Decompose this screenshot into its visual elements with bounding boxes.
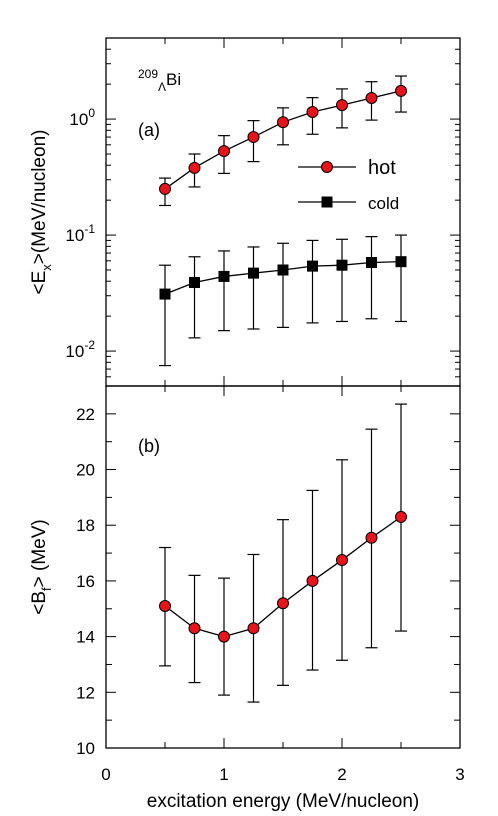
- cold-point: [248, 267, 259, 279]
- bf-point: [159, 599, 171, 612]
- cold-point: [366, 257, 377, 269]
- x-axis-title: excitation energy (MeV/nucleon): [147, 791, 419, 812]
- y-tick-label-b: 16: [76, 572, 95, 591]
- legend: hot cold: [298, 157, 399, 213]
- y-tick-label-b: 10: [76, 739, 95, 758]
- cold-point: [336, 259, 348, 271]
- x-tick-label: 0: [101, 765, 110, 784]
- hot-point: [188, 161, 201, 174]
- y-tick-label-b: 22: [76, 405, 95, 424]
- y-tick-label-a: 10-2: [65, 338, 95, 361]
- y-tick-label-b: 20: [76, 461, 95, 480]
- x-tick-label: 1: [219, 765, 228, 784]
- bf-point: [365, 531, 378, 544]
- y-tick-label-a: 10-1: [65, 222, 95, 245]
- legend-marker: [321, 196, 333, 208]
- y-tick-label-b: 18: [76, 516, 95, 535]
- y-tick-label-b: 14: [76, 628, 95, 647]
- panel-a-ylabel: <Ex>(MeV/nucleon): [29, 130, 54, 295]
- cold-point: [395, 256, 407, 268]
- bf-point: [306, 574, 319, 587]
- cold-point: [189, 277, 200, 289]
- x-tick-label: 2: [337, 765, 346, 784]
- bf-point: [395, 510, 407, 523]
- hot-point: [365, 91, 378, 104]
- bf-point: [247, 622, 260, 635]
- nucleus-label: 209ΛBi: [138, 67, 181, 94]
- cold-point: [307, 260, 318, 272]
- bf-point: [277, 597, 289, 610]
- legend-item-hot: hot: [298, 157, 396, 179]
- panel-b-series: [159, 403, 407, 703]
- bf-series: [159, 403, 407, 703]
- hot-point: [218, 145, 230, 158]
- bf-point: [336, 554, 348, 567]
- hot-point: [395, 84, 407, 97]
- y-tick-label-b: 12: [76, 683, 95, 702]
- cold-point: [218, 270, 230, 282]
- hyperon-symbol: Λ: [158, 80, 166, 94]
- hot-series: [159, 75, 407, 207]
- panel-b-label: (b): [138, 436, 160, 456]
- panel-a-label: (a): [138, 120, 160, 140]
- hot-point: [306, 106, 319, 119]
- element-symbol: Bi: [166, 70, 181, 89]
- panel-a: 100 10-1 10-2 hot cold 209ΛBi (a) <Ex>(MeV/…: [29, 37, 461, 387]
- legend-label: cold: [368, 194, 399, 213]
- hot-point: [159, 182, 171, 195]
- legend-label: hot: [368, 157, 396, 179]
- bf-point: [218, 630, 230, 643]
- y-tick-label-a: 100: [69, 106, 95, 129]
- legend-marker: [321, 161, 333, 173]
- panel-a-ticks: 100 10-1 10-2: [65, 37, 461, 387]
- panel-b-ylabel: <Bf> (MeV): [29, 519, 54, 615]
- mass-number: 209: [138, 67, 158, 81]
- cold-series: [159, 234, 407, 367]
- bf-point: [188, 622, 201, 635]
- cold-point: [277, 264, 289, 276]
- legend-item-cold: cold: [298, 194, 399, 213]
- hot-point: [277, 116, 289, 129]
- x-tick-label: 3: [455, 765, 464, 784]
- cold-point: [159, 288, 171, 300]
- hot-point: [247, 131, 260, 144]
- hot-point: [336, 99, 348, 112]
- panel-a-series: [159, 75, 407, 367]
